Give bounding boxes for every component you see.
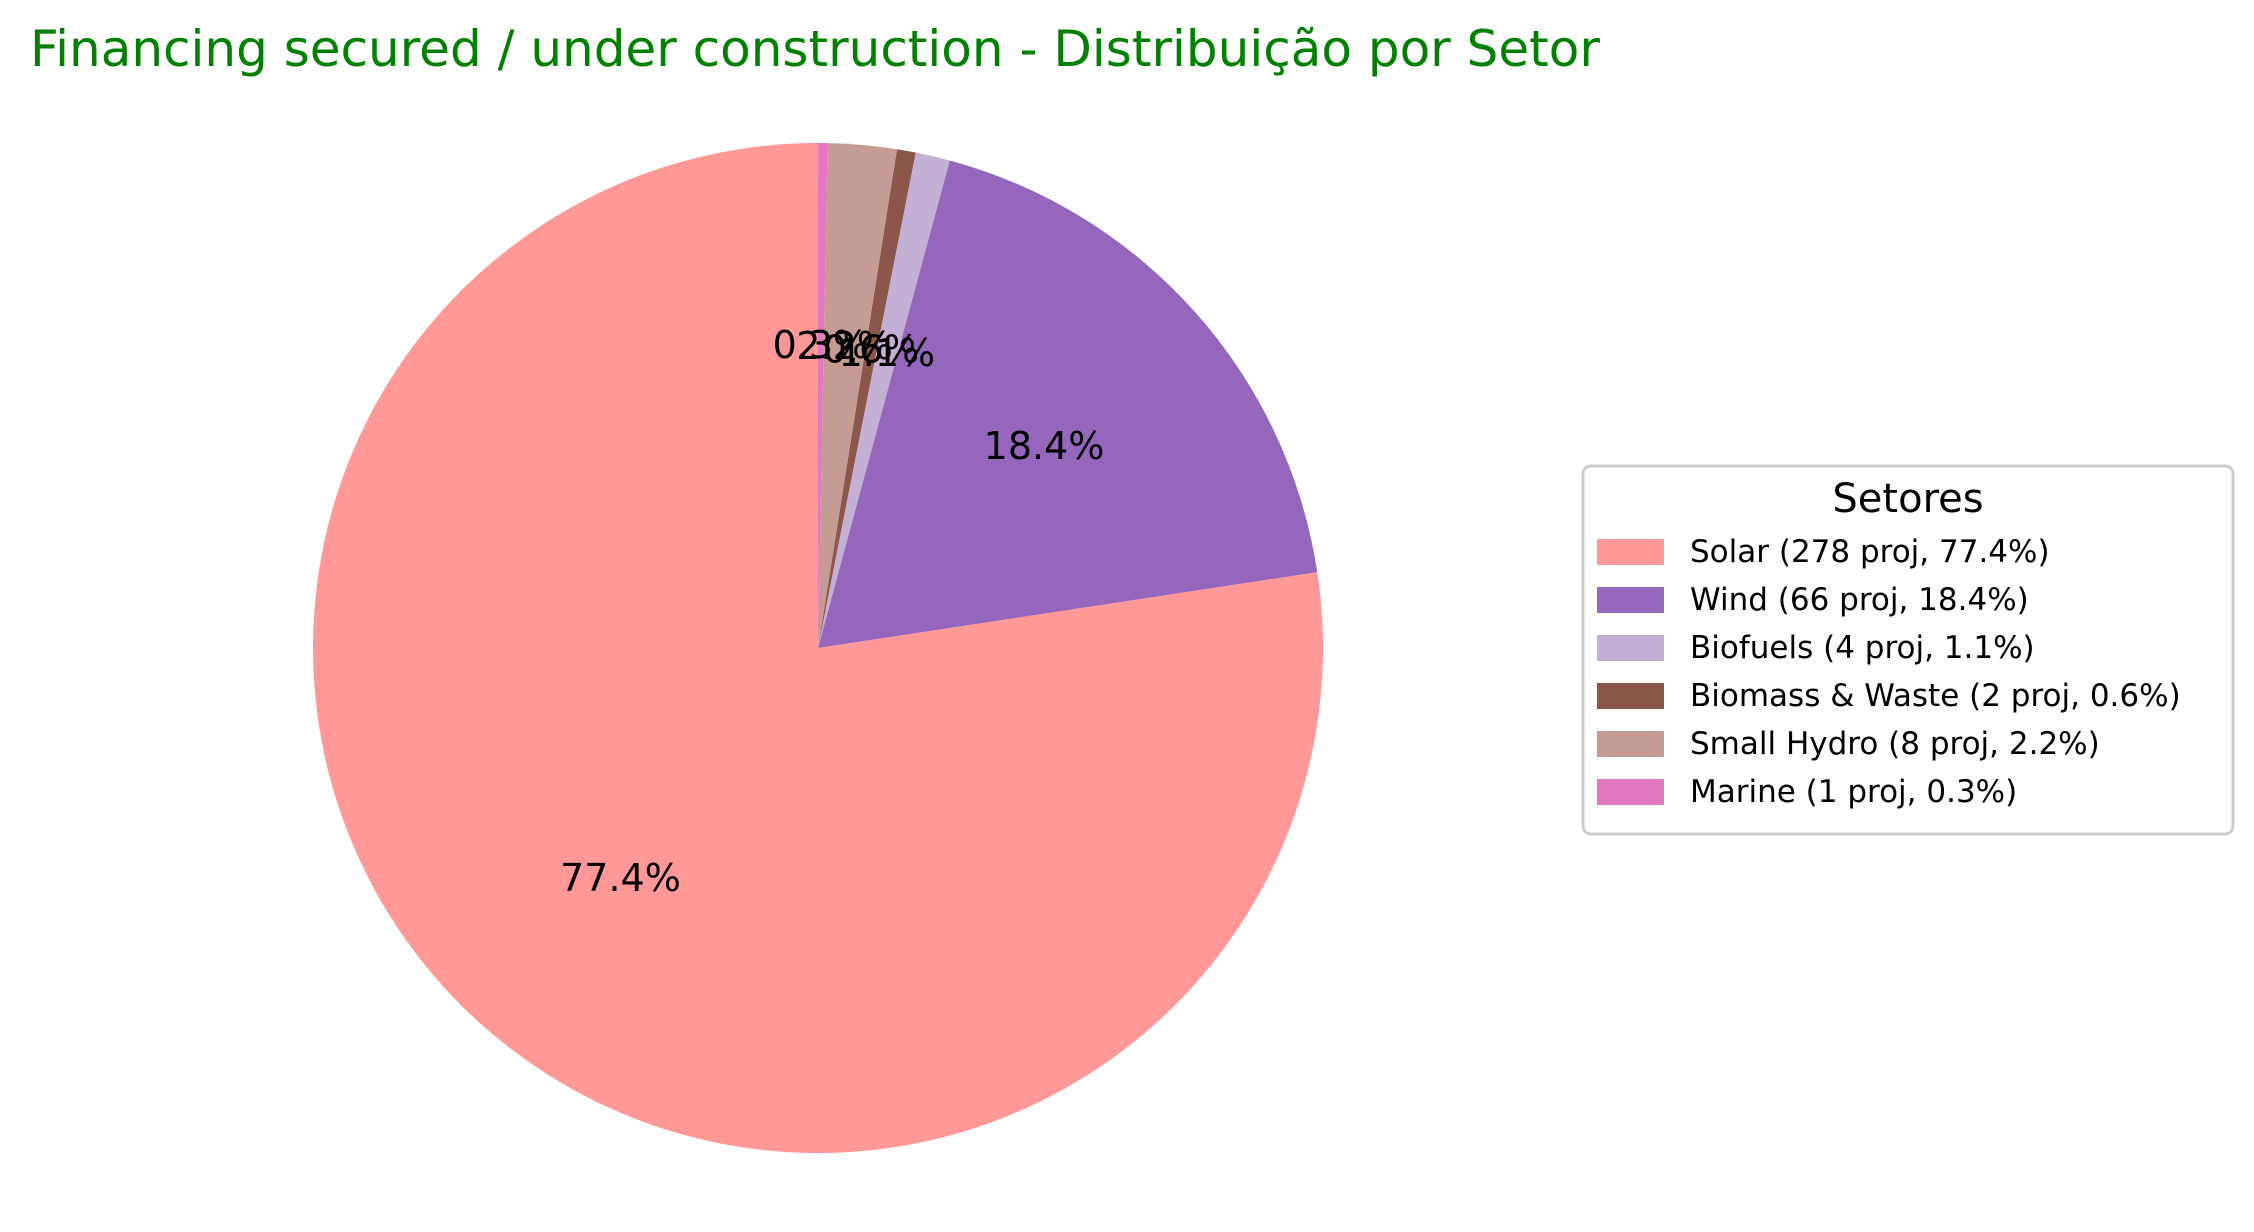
chart-title: Financing secured / under construction -… [30, 20, 1600, 78]
pie-percent-label: 0.6% [823, 328, 920, 372]
legend-swatch [1597, 539, 1664, 565]
legend-entry: Biofuels (4 proj, 1.1%) [1690, 630, 2035, 666]
legend-entry: Small Hydro (8 proj, 2.2%) [1690, 726, 2100, 762]
legend-entry: Biomass & Waste (2 proj, 0.6%) [1690, 678, 2181, 714]
legend-frame [1581, 464, 2235, 836]
pie-slices [313, 143, 1324, 1154]
pie-percent-label: 2.2% [796, 324, 893, 368]
pie-slice-biomass-waste [818, 149, 916, 648]
legend-swatch [1597, 779, 1664, 805]
legend-swatch [1597, 587, 1664, 613]
pie-percent-labels: 77.4% 18.4% 1.1%0.6%2.2%0.3% [560, 323, 1104, 900]
legend-swatch [1597, 635, 1664, 661]
legend-title: Setores [1832, 476, 1983, 522]
pie-slice-solar [313, 143, 1324, 1154]
pie-slice-marine [818, 143, 828, 648]
pie-percent-label: 77.4% [560, 856, 681, 900]
pie-slice-wind [818, 160, 1318, 648]
legend-swatch [1597, 731, 1664, 757]
pie-slice-small-hydro [818, 143, 897, 648]
legend-entry: Marine (1 proj, 0.3%) [1690, 774, 2017, 810]
legend-entry: Solar (278 proj, 77.4%) [1690, 534, 2050, 570]
pie-slice-biofuels [818, 152, 950, 648]
pie-percent-label: 18.4% [984, 424, 1105, 468]
legend-entry: Wind (66 proj, 18.4%) [1690, 582, 2029, 618]
legend: Setores Solar (278 proj, 77.4%) Wind (66 … [1581, 464, 2235, 836]
legend-swatch [1597, 683, 1664, 709]
pie-percent-label: 1.1% [839, 331, 936, 375]
legend-items: Solar (278 proj, 77.4%) Wind (66 proj, 18… [1597, 534, 2181, 810]
pie-percent-label: 0.3% [773, 323, 870, 367]
